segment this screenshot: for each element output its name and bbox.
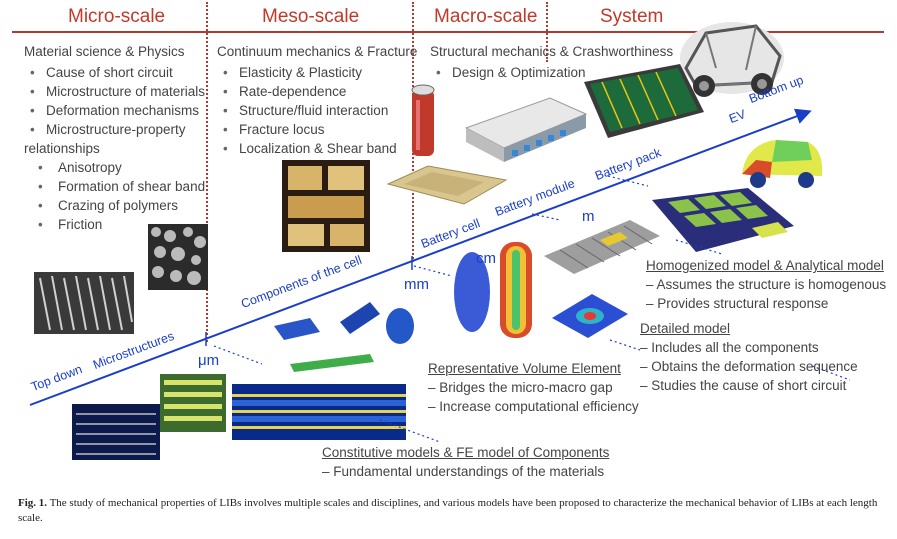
micro-subitem: Formation of shear band (24, 177, 205, 196)
cylindrical-cell-image (411, 84, 435, 156)
meso-section-title: Continuum mechanics & Fracture (217, 44, 418, 59)
macro-bullet-list: Design & Optimization (430, 63, 586, 82)
meso-specimen-images (282, 160, 370, 252)
meso-item: Fracture locus (217, 120, 397, 139)
figure-caption-label: Fig. 1. (18, 497, 48, 509)
detailed-model-item: – Includes all the components (640, 340, 819, 355)
pouch-cell-image (386, 165, 508, 205)
micro-subitem: Friction (24, 215, 205, 234)
micro-item: Deformation mechanisms (24, 101, 205, 120)
homogenized-model-item: – Provides structural response (646, 296, 829, 311)
module-array-fe-image (544, 220, 660, 274)
macro-section-title: Structural mechanics & Crashworthiness (430, 44, 674, 59)
detailed-model-item: – Studies the cause of short circuit (640, 378, 847, 393)
micro-item: Microstructure-property (24, 120, 205, 139)
ev-car-frame-image (680, 22, 784, 97)
constitutive-model-title: Constitutive models & FE model of Compon… (322, 445, 610, 460)
constitutive-model-item: – Fundamental understandings of the mate… (322, 464, 605, 479)
scale-label-centimeter: cm (476, 250, 496, 267)
figure-caption: Fig. 1. The study of mechanical properti… (18, 496, 888, 526)
rve-model-item: – Increase computational efficiency (428, 399, 639, 414)
micro-section-title: Material science & Physics (24, 44, 185, 59)
header-system: System (600, 6, 664, 27)
micro-subitem: Anisotropy (24, 158, 205, 177)
meso-item: Elasticity & Plasticity (217, 63, 397, 82)
meso-item: Rate-dependence (217, 82, 397, 101)
micro-item: Cause of short circuit (24, 63, 205, 82)
pouch-deformation-fe-image (552, 294, 628, 338)
separator-macro-system (546, 2, 548, 62)
homogenized-model-title: Homogenized model & Analytical model (646, 258, 884, 273)
rve-cell-fe-images (454, 242, 532, 338)
detailed-model-title: Detailed model (640, 321, 731, 336)
ev-crash-fe-image (742, 140, 823, 188)
micro-bullet-list: Cause of short circuit Microstructure of… (24, 63, 205, 234)
micro-fe-image-2 (160, 374, 226, 432)
detailed-model-item: – Obtains the deformation sequence (640, 359, 858, 374)
micro-sem-image-1 (148, 224, 208, 290)
pack-fe-image (652, 188, 794, 252)
micro-item-continuation: relationships (24, 141, 100, 156)
scale-label-meter: m (582, 208, 595, 225)
header-micro-scale: Micro-scale (68, 6, 166, 27)
micro-item: Microstructure of materials (24, 82, 205, 101)
battery-module-image (464, 97, 588, 162)
scale-label-millimeter: mm (404, 276, 429, 293)
header-meso-scale: Meso-scale (262, 6, 360, 27)
rve-model-item: – Bridges the micro-macro gap (428, 380, 613, 395)
meso-bullet-list: Elasticity & Plasticity Rate-dependence … (217, 63, 397, 158)
battery-pack-image (584, 64, 704, 138)
scale-label-micrometer: μm (198, 352, 220, 369)
micro-subitem: Crazing of polymers (24, 196, 205, 215)
layered-component-fe-image (232, 384, 406, 440)
header-underline (12, 31, 884, 33)
micro-sem-image-2 (34, 272, 134, 334)
micro-fe-image-1 (72, 404, 160, 460)
header-macro-scale: Macro-scale (434, 6, 538, 27)
homogenized-model-item: – Assumes the structure is homogenous (646, 277, 887, 292)
meso-item: Structure/fluid interaction (217, 101, 397, 120)
meso-item: Localization & Shear band (217, 139, 397, 158)
component-fe-specimens-image (274, 302, 414, 372)
figure-caption-text: The study of mechanical properties of LI… (18, 497, 878, 524)
rve-model-title: Representative Volume Element (428, 361, 621, 376)
macro-item: Design & Optimization (430, 63, 586, 82)
separator-micro-meso (206, 2, 208, 342)
